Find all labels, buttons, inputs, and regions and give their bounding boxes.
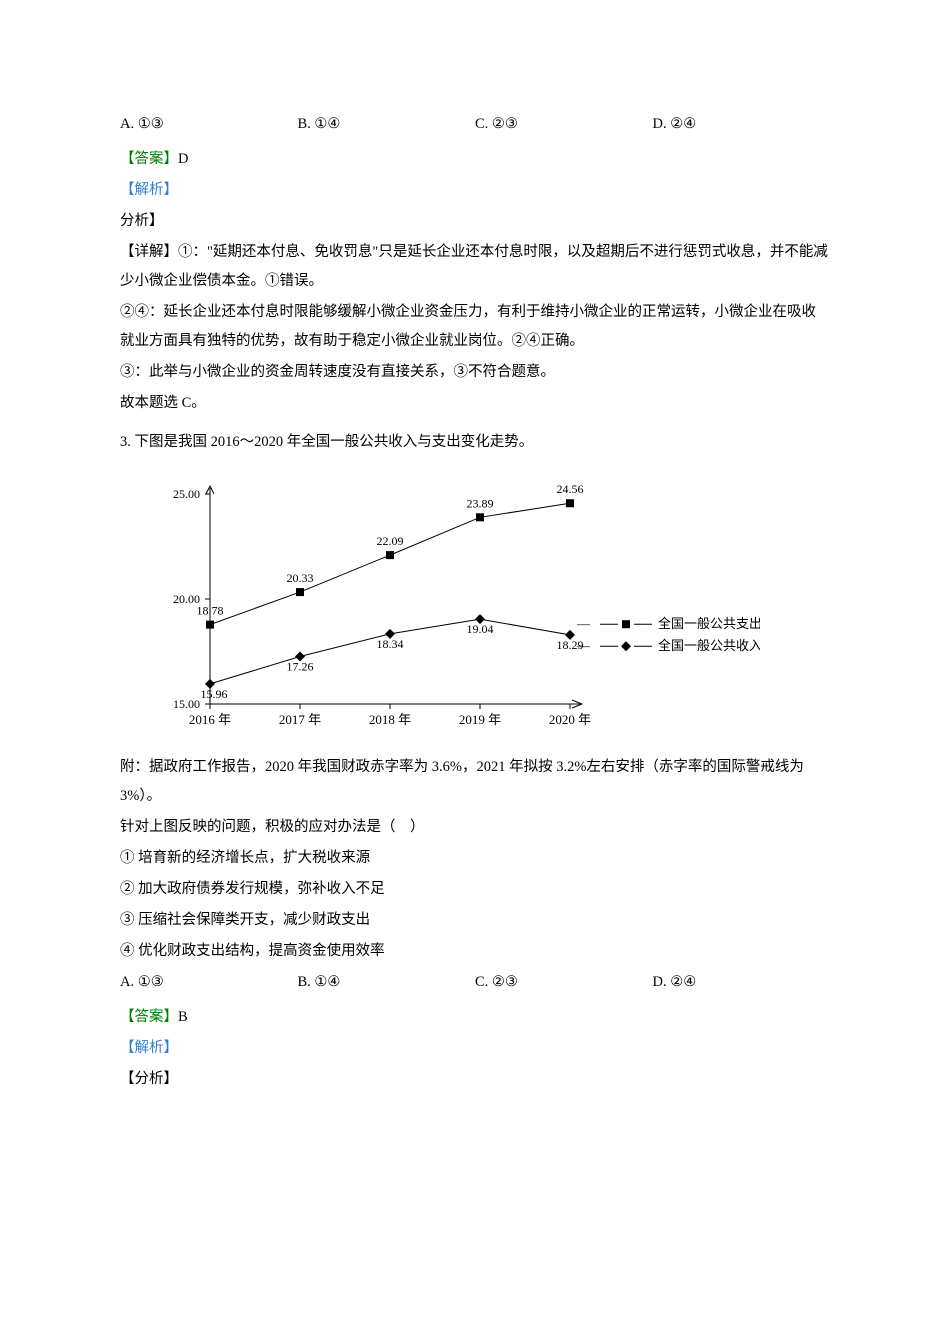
q2-fenxi-label: 分析】 — [120, 207, 830, 236]
q3-option-b: B. ①④ — [298, 968, 476, 997]
svg-text:全国一般公共收入: 全国一般公共收入 — [658, 638, 760, 653]
q3-chart: 15.0020.0025.002016 年2017 年2018 年2019 年2… — [140, 469, 830, 739]
svg-text:2020 年: 2020 年 — [549, 712, 591, 727]
q3-analysis-label: 【解析】 — [120, 1034, 830, 1063]
q3-stem: 3. 下图是我国 2016～2020 年全国一般公共收入与支出变化走势。 — [120, 428, 830, 457]
svg-text:全国一般公共支出: 全国一般公共支出 — [658, 616, 760, 631]
q2-answer: 【答案】D — [120, 145, 830, 174]
svg-text:2016 年: 2016 年 — [189, 712, 231, 727]
q2-option-a: A. ①③ — [120, 110, 298, 139]
q3-option-a: A. ①③ — [120, 968, 298, 997]
svg-text:2019 年: 2019 年 — [459, 712, 501, 727]
analysis-label: 【解析】 — [120, 182, 178, 198]
svg-text:—: — — [576, 616, 591, 631]
svg-text:17.26: 17.26 — [287, 660, 314, 674]
q2-options: A. ①③ B. ①④ C. ②③ D. ②④ — [120, 110, 830, 139]
svg-text:23.89: 23.89 — [467, 496, 494, 510]
svg-text:24.56: 24.56 — [557, 482, 584, 496]
svg-text:2018 年: 2018 年 — [369, 712, 411, 727]
detail-text-1: "延期还本付息、免收罚息"只是延长企业还本付息时限，以及超期后不进行惩罚式收息，… — [120, 244, 828, 289]
svg-text:20.33: 20.33 — [287, 571, 314, 585]
svg-text:15.96: 15.96 — [201, 687, 228, 701]
q2-detail-3: ③：此举与小微企业的资金周转速度没有直接关系，③不符合题意。 — [120, 358, 830, 387]
svg-text:19.04: 19.04 — [467, 622, 494, 636]
q3-options: A. ①③ B. ①④ C. ②③ D. ②④ — [120, 968, 830, 997]
answer-value: B — [178, 1009, 188, 1025]
analysis-label: 【解析】 — [120, 1040, 178, 1056]
svg-text:22.09: 22.09 — [377, 534, 404, 548]
q3-answer: 【答案】B — [120, 1003, 830, 1032]
q3-choice-3: ③ 压缩社会保障类开支，减少财政支出 — [120, 906, 830, 935]
q2-option-b: B. ①④ — [298, 110, 476, 139]
q3-choice-4: ④ 优化财政支出结构，提高资金使用效率 — [120, 937, 830, 966]
detail-prefix: 【详解】①： — [120, 244, 207, 260]
svg-text:25.00: 25.00 — [173, 487, 200, 501]
q3-option-d: D. ②④ — [653, 968, 831, 997]
answer-label: 【答案】 — [120, 1009, 178, 1025]
q2-option-c: C. ②③ — [475, 110, 653, 139]
svg-text:18.34: 18.34 — [377, 637, 404, 651]
q3-fenxi-label: 【分析】 — [120, 1065, 830, 1094]
q2-analysis-label: 【解析】 — [120, 176, 830, 205]
line-chart-svg: 15.0020.0025.002016 年2017 年2018 年2019 年2… — [140, 469, 760, 739]
q3-prompt: 针对上图反映的问题，积极的应对办法是（ ） — [120, 813, 830, 842]
q3-choice-1: ① 培育新的经济增长点，扩大税收来源 — [120, 844, 830, 873]
q3-choice-2: ② 加大政府债券发行规模，弥补收入不足 — [120, 875, 830, 904]
svg-text:2017 年: 2017 年 — [279, 712, 321, 727]
q2-detail-1: 【详解】①："延期还本付息、免收罚息"只是延长企业还本付息时限，以及超期后不进行… — [120, 238, 830, 296]
answer-value: D — [178, 151, 188, 167]
svg-text:18.78: 18.78 — [197, 604, 224, 618]
svg-text:15.00: 15.00 — [173, 697, 200, 711]
q2-detail-2: ②④：延长企业还本付息时限能够缓解小微企业资金压力，有利于维持小微企业的正常运转… — [120, 298, 830, 356]
q2-option-d: D. ②④ — [653, 110, 831, 139]
svg-text:—: — — [576, 638, 591, 653]
answer-label: 【答案】 — [120, 151, 178, 167]
q2-conclusion: 故本题选 C。 — [120, 389, 830, 418]
q3-option-c: C. ②③ — [475, 968, 653, 997]
q3-note: 附：据政府工作报告，2020 年我国财政赤字率为 3.6%，2021 年拟按 3… — [120, 753, 830, 811]
